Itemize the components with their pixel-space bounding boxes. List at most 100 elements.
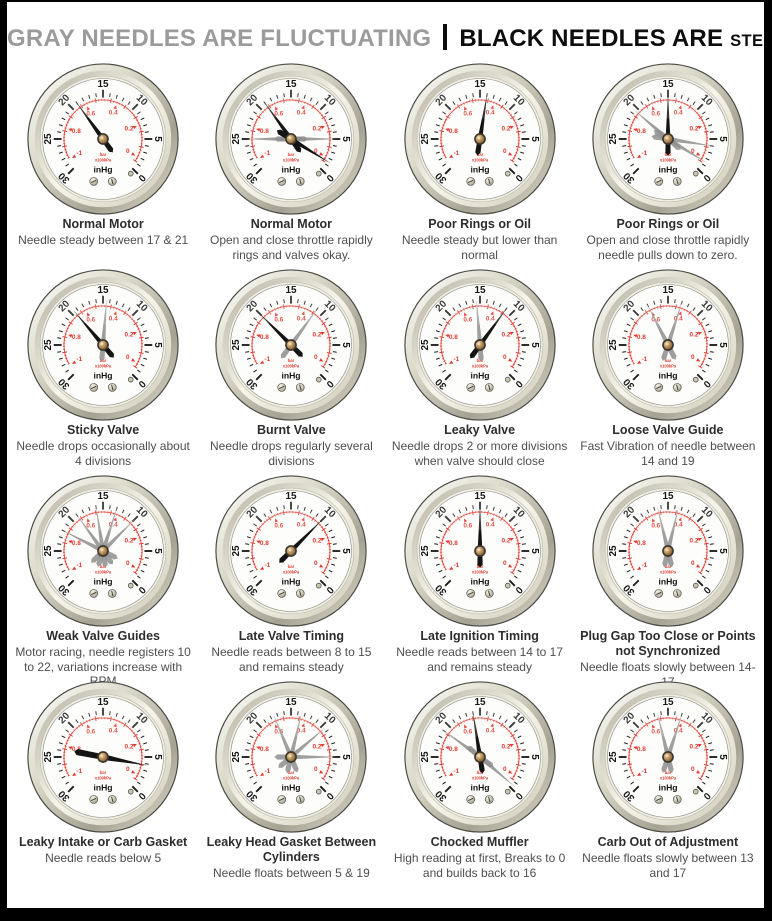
svg-text:5: 5 — [340, 754, 351, 760]
gauge-description: Needle floats slowly between 13 and 17 — [582, 851, 754, 880]
svg-text:0: 0 — [314, 560, 318, 567]
gauge-title: Leaky Head Gasket Between Cylinders — [206, 835, 377, 864]
gauge-cell-weak-valve-guides: 0 5 10 15 20 25 30 0 0.2 0.4 0.6 0.8 -1 bar x100kPa inH… — [9, 473, 197, 688]
svg-text:0.8: 0.8 — [260, 540, 269, 547]
gauge-cell-normal-motor-1: 0 5 10 15 20 25 30 0 0.2 0.4 0.6 0.8 -1 bar x100kPa inH… — [9, 61, 197, 267]
svg-text:0.4: 0.4 — [485, 522, 494, 529]
svg-text:0.4: 0.4 — [297, 728, 306, 735]
svg-text:0.8: 0.8 — [448, 540, 457, 547]
svg-text:x100kPa: x100kPa — [95, 157, 112, 162]
gauge-cell-normal-motor-2: 0 5 10 15 20 25 30 0 0.2 0.4 0.6 0.8 -1 bar x100kPa inH… — [197, 61, 385, 267]
svg-text:-1: -1 — [641, 562, 647, 569]
svg-text:0: 0 — [503, 766, 507, 773]
svg-text:x100kPa: x100kPa — [660, 157, 677, 162]
gauge-caption: Leaky Head Gasket Between Cylinders Need… — [197, 835, 385, 881]
gauge-title: Weak Valve Guides — [46, 629, 160, 643]
svg-text:bar: bar — [100, 770, 107, 775]
svg-text:25: 25 — [43, 133, 54, 145]
svg-text:0.8: 0.8 — [260, 334, 269, 341]
svg-text:25: 25 — [420, 751, 431, 763]
svg-text:bar: bar — [476, 358, 483, 363]
gauge-description: Needle drops regularly several divisions — [210, 439, 373, 468]
gauge-cell-chocked-muffler: 0 5 10 15 20 25 30 0 0.2 0.4 0.6 0.8 -1 bar x100kPa inH… — [386, 679, 574, 885]
svg-text:5: 5 — [529, 754, 540, 760]
svg-text:x100kPa: x100kPa — [95, 775, 112, 780]
svg-text:5: 5 — [717, 548, 728, 554]
svg-text:5: 5 — [529, 342, 540, 348]
svg-text:25: 25 — [608, 751, 619, 763]
gauge-caption: Normal Motor Needle steady between 17 & … — [9, 217, 197, 248]
svg-text:5: 5 — [152, 754, 163, 760]
svg-text:-1: -1 — [453, 356, 459, 363]
svg-text:0.4: 0.4 — [485, 728, 494, 735]
svg-text:0.2: 0.2 — [689, 126, 698, 133]
svg-text:25: 25 — [608, 133, 619, 145]
svg-text:5: 5 — [152, 136, 163, 142]
gauge-cell-leaky-valve: 0 5 10 15 20 25 30 0 0.2 0.4 0.6 0.8 -1 bar x100kPa inH… — [386, 267, 574, 473]
svg-text:0.4: 0.4 — [109, 316, 118, 323]
svg-text:bar: bar — [476, 152, 483, 157]
svg-text:0: 0 — [503, 354, 507, 361]
svg-text:0: 0 — [314, 766, 318, 773]
svg-text:inHg: inHg — [94, 371, 113, 381]
gauge-cell-sticky-valve: 0 5 10 15 20 25 30 0 0.2 0.4 0.6 0.8 -1 bar x100kPa inH… — [9, 267, 197, 473]
svg-text:0.6: 0.6 — [651, 729, 660, 736]
gauge-description: Needle reads between 8 to 15 and remains… — [211, 645, 372, 674]
gauge-title: Chocked Muffler — [430, 835, 529, 849]
svg-text:x100kPa: x100kPa — [471, 569, 488, 574]
svg-text:25: 25 — [231, 751, 242, 763]
svg-text:0: 0 — [126, 354, 130, 361]
svg-text:-1: -1 — [265, 356, 271, 363]
svg-text:5: 5 — [340, 342, 351, 348]
svg-text:bar: bar — [665, 770, 672, 775]
svg-text:bar: bar — [288, 152, 295, 157]
svg-text:25: 25 — [608, 339, 619, 351]
black-needles-heading: BLACK NEEDLES ARE — [459, 25, 724, 52]
svg-text:15: 15 — [662, 285, 674, 296]
svg-text:inHg: inHg — [282, 577, 301, 587]
svg-text:0: 0 — [126, 766, 130, 773]
svg-text:0.8: 0.8 — [448, 746, 457, 753]
svg-text:15: 15 — [474, 79, 486, 90]
gauge-caption: Carb Out of Adjustment Needle floats slo… — [574, 835, 762, 880]
svg-text:-1: -1 — [77, 562, 83, 569]
svg-text:0.8: 0.8 — [72, 746, 81, 753]
svg-text:0: 0 — [691, 148, 695, 155]
svg-text:15: 15 — [98, 491, 110, 502]
svg-text:5: 5 — [529, 136, 540, 142]
svg-text:0.6: 0.6 — [86, 729, 95, 736]
gauge-description: Open and close throttle rapidly rings an… — [209, 233, 373, 262]
svg-text:5: 5 — [529, 548, 540, 554]
svg-text:25: 25 — [420, 339, 431, 351]
gauge-cell-late-valve-timing: 0 5 10 15 20 25 30 0 0.2 0.4 0.6 0.8 -1 bar x100kPa inH… — [197, 473, 385, 679]
svg-text:0: 0 — [126, 560, 130, 567]
gauge-title: Late Valve Timing — [238, 629, 345, 643]
heading-divider — [443, 24, 448, 50]
svg-text:bar: bar — [288, 770, 295, 775]
svg-text:0: 0 — [503, 560, 507, 567]
gauge-caption: Poor Rings or Oil Open and close throttl… — [574, 217, 762, 262]
svg-text:bar: bar — [665, 564, 672, 569]
svg-text:bar: bar — [100, 564, 107, 569]
svg-text:25: 25 — [420, 133, 431, 145]
svg-text:-1: -1 — [77, 150, 83, 157]
svg-text:inHg: inHg — [470, 783, 489, 793]
svg-text:0.4: 0.4 — [297, 522, 306, 529]
svg-text:0.4: 0.4 — [485, 316, 494, 323]
svg-text:0.8: 0.8 — [260, 746, 269, 753]
gauge-cell-late-ignition-timing: 05101520253000.20.40.60.8-1barx100kPainH… — [386, 473, 574, 679]
svg-text:bar: bar — [100, 152, 107, 157]
gauge-caption: Normal Motor Open and close throttle rap… — [197, 217, 385, 262]
svg-text:x100kPa: x100kPa — [283, 363, 300, 368]
svg-text:5: 5 — [717, 342, 728, 348]
gauge-description: Needle reads between 14 to 17 and remain… — [396, 645, 564, 674]
gauge-description: Needle steady between 17 & 21 — [18, 233, 189, 247]
svg-text:0: 0 — [503, 148, 507, 155]
svg-text:25: 25 — [420, 545, 431, 557]
gauge-caption: Leaky Intake or Carb Gasket Needle reads… — [9, 835, 197, 866]
